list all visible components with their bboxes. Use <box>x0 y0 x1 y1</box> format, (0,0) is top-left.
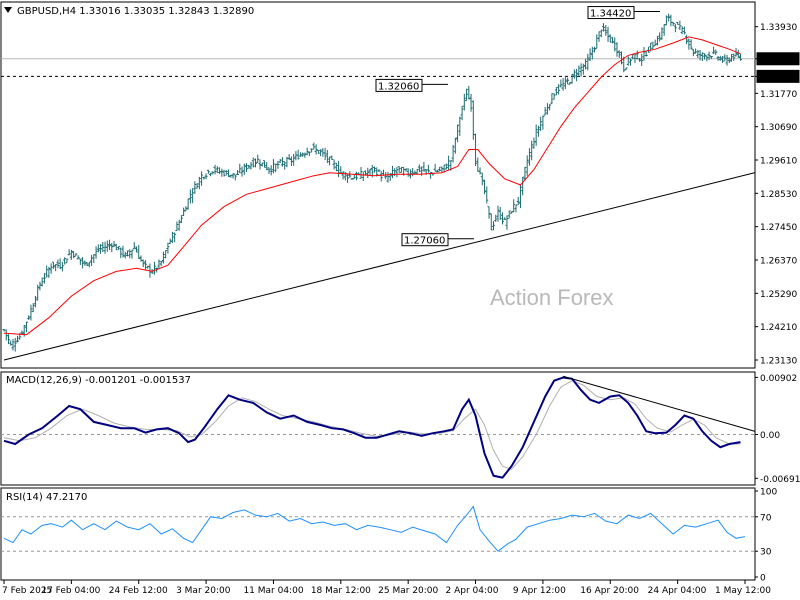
rsi-y-tick-label: 70 <box>760 513 772 523</box>
annotation-label: 1.27060 <box>404 236 445 247</box>
x-tick-label: 17 Feb 04:00 <box>41 586 100 596</box>
rsi-title: RSI(14) 47.2170 <box>6 492 87 503</box>
price-y-tick-label: 1.31770 <box>760 90 797 100</box>
macd-y-tick-label: 0.00902 <box>760 374 797 384</box>
x-tick-label: 24 Apr 04:00 <box>648 586 707 596</box>
price-y-tick-label: 1.29610 <box>760 157 797 167</box>
x-tick-label: 7 Feb 2025 <box>2 586 52 596</box>
annotation-label: 1.34420 <box>590 9 631 20</box>
x-tick-label: 3 Mar 20:00 <box>176 586 231 596</box>
price-y-tick-label: 1.26370 <box>760 256 797 266</box>
price-title: GBPUSD,H4 1.33016 1.33035 1.32843 1.3289… <box>17 6 254 17</box>
annotation-label: 1.32060 <box>378 81 419 92</box>
price-y-tick-label: 1.33930 <box>760 23 797 33</box>
rsi-line <box>3 505 746 552</box>
y-axis-labels: 1.33930 1.31770 1.30690 1.29610 1.28530 1.274… <box>755 23 800 584</box>
current-price-label-box <box>756 52 800 66</box>
price-y-tick-label: 1.30690 <box>760 123 797 133</box>
rsi-panel-frame <box>0 487 756 581</box>
level-label: 1.32320 <box>760 73 797 83</box>
x-tick-label: 11 Mar 04:00 <box>243 586 303 596</box>
panel-frames <box>0 1 756 581</box>
price-annotations: 1.34420 1.32060 1.27060 <box>375 6 660 247</box>
price-candles <box>2 13 743 352</box>
annotation-box <box>375 78 423 92</box>
rsi-y-tick-label: 100 <box>760 488 777 498</box>
dropdown-triangle-icon <box>4 7 12 13</box>
x-tick-label: 18 Mar 12:00 <box>311 586 371 596</box>
rsi-y-tick-label: 0 <box>760 574 766 584</box>
watermark: Action Forex <box>490 285 614 310</box>
price-y-tick-label: 1.23130 <box>760 356 797 366</box>
panel-titles: GBPUSD,H4 1.33016 1.33035 1.32843 1.3289… <box>4 6 254 503</box>
x-tick-label: 25 Mar 20:00 <box>378 586 438 596</box>
macd-panel-frame <box>0 371 756 486</box>
price-y-tick-label: 1.28530 <box>760 190 797 200</box>
price-y-tick-label: 1.25290 <box>760 290 797 300</box>
macd-line <box>3 376 741 479</box>
x-tick-label: 1 May 12:00 <box>715 586 771 596</box>
macd-y-tick-label: 0.00 <box>760 431 780 441</box>
x-tick-label: 2 Apr 04:00 <box>446 586 499 596</box>
moving-average-line <box>3 36 741 336</box>
macd-title: MACD(12,26,9) -0.001201 -0.001537 <box>6 375 191 386</box>
price-y-tick-label: 1.27450 <box>760 223 797 233</box>
level-label-box <box>756 69 800 83</box>
price-trendline <box>3 172 756 361</box>
x-tick-label: 24 Feb 12:00 <box>109 586 168 596</box>
x-tick-label: 16 Apr 20:00 <box>580 586 639 596</box>
rsi-y-tick-label: 30 <box>760 548 772 558</box>
price-y-tick-label: 1.24210 <box>760 323 797 333</box>
price-panel-frame <box>0 1 756 369</box>
macd-signal-line <box>3 380 741 470</box>
current-price-label: 1.32890 <box>760 55 797 65</box>
x-tick-label: 9 Apr 12:00 <box>513 586 566 596</box>
dashed-levels <box>1 58 755 552</box>
annotation-box <box>401 233 449 247</box>
annotation-box <box>587 6 635 20</box>
macd-trendline <box>562 375 756 432</box>
macd-y-tick-label: -0.006915 <box>760 475 800 485</box>
